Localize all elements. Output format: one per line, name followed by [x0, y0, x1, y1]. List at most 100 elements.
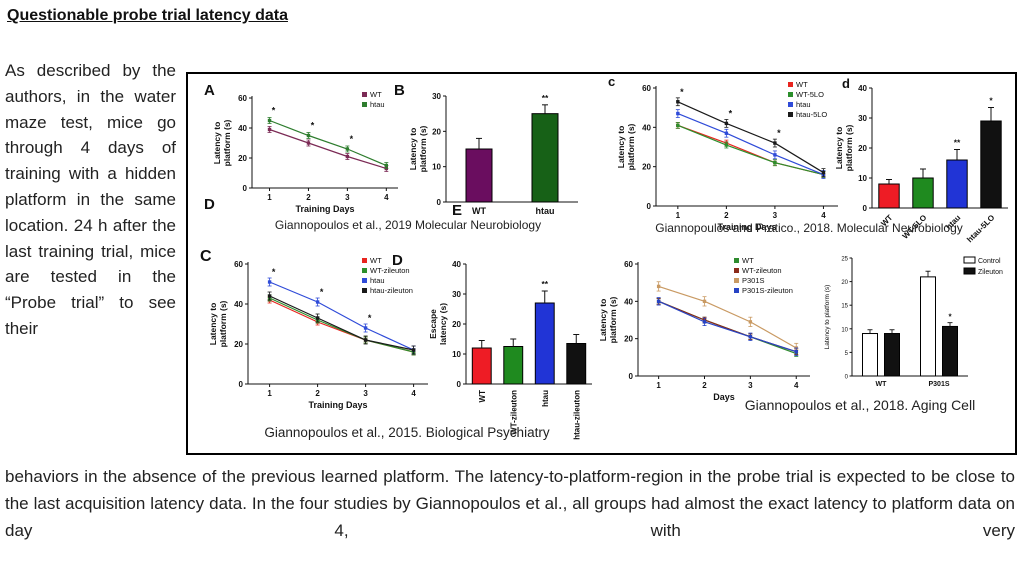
latency-bar-2018-aging-cell-svg: 0 5 10 15 20 25 Latency to platform (s) WT * P301… — [824, 256, 1003, 388]
svg-text:*: * — [777, 128, 781, 138]
svg-text:platform (s): platform (s) — [218, 300, 228, 347]
svg-text:P301S: P301S — [928, 381, 949, 388]
svg-text:platform (s): platform (s) — [608, 296, 618, 343]
svg-text:1: 1 — [267, 389, 272, 398]
svg-text:htau: htau — [536, 206, 555, 216]
latency-bar-chart-aging-cell: 0 5 10 15 20 25 Latency to platform (s) WT * P301… — [822, 250, 1016, 392]
caption-2018-aging-cell: Giannopoulos et al., 2018. Aging Cell — [744, 397, 976, 413]
svg-text:WT: WT — [478, 390, 487, 403]
svg-text:2: 2 — [306, 193, 311, 202]
svg-text:20: 20 — [452, 320, 461, 329]
svg-text:WT: WT — [796, 80, 808, 89]
svg-text:0: 0 — [239, 380, 244, 389]
svg-text:0: 0 — [845, 375, 849, 381]
svg-text:platform (s): platform (s) — [222, 119, 232, 166]
svg-text:20: 20 — [624, 335, 633, 344]
svg-text:25: 25 — [841, 257, 848, 263]
svg-text:*: * — [368, 313, 372, 323]
panel-label-B: B — [394, 82, 405, 99]
svg-text:20: 20 — [858, 144, 867, 153]
svg-text:WT-zileuton: WT-zileuton — [370, 266, 410, 275]
caption-2015-biol-psych: Giannopoulos et al., 2015. Biological Ps… — [264, 425, 550, 440]
panel-label-d-2018: d — [842, 76, 850, 91]
svg-text:**: ** — [542, 93, 549, 103]
svg-text:WT: WT — [472, 206, 486, 216]
latency-line-chart-2015: 0 20 40 60 1 2 3 4 Training Days Latency to platfo… — [208, 252, 440, 414]
svg-text:60: 60 — [234, 260, 243, 269]
svg-text:40: 40 — [238, 124, 247, 133]
svg-text:3: 3 — [748, 381, 753, 390]
svg-text:0: 0 — [629, 372, 634, 381]
escape-latency-bar-chart-2015: 0 10 20 30 40 Escape latency (s) WT WT-zileuton *… — [428, 254, 598, 446]
svg-text:Latency to: Latency to — [208, 303, 218, 346]
latency-line-chart-2018-mol-neuro: 0 20 40 60 1 2 3 4 Training Days Latency to platfo… — [616, 76, 850, 236]
svg-text:WT-zileuton: WT-zileuton — [742, 266, 782, 275]
svg-text:Training Days: Training Days — [295, 204, 354, 214]
svg-text:30: 30 — [452, 290, 461, 299]
svg-text:*: * — [272, 267, 276, 277]
latency-line-2018-mol-neuro-svg: 0 20 40 60 1 2 3 4 Training Days Latency to platfo… — [616, 80, 838, 232]
latency-bar-chart-2019: 0 10 20 30 Latency to platform (s) WT ** htau — [408, 86, 584, 220]
svg-text:40: 40 — [234, 300, 243, 309]
svg-text:60: 60 — [642, 84, 651, 93]
svg-text:3: 3 — [363, 389, 368, 398]
panel-label-C-2015: C — [200, 248, 212, 265]
latency-line-2018-aging-cell-svg: 0 20 40 60 1 2 3 4 Days Latency to platform (s) WTW… — [598, 256, 810, 402]
svg-text:1: 1 — [676, 211, 681, 220]
svg-text:20: 20 — [238, 154, 247, 163]
svg-text:htau: htau — [370, 100, 385, 109]
svg-text:1: 1 — [267, 193, 272, 202]
latency-bar-chart-2018-mol-neuro: 0 10 20 30 40 Latency to platform (s) WT WT-5LO *… — [834, 78, 1014, 248]
svg-text:htau: htau — [370, 276, 385, 285]
svg-text:1: 1 — [656, 381, 661, 390]
svg-text:latency (s): latency (s) — [438, 303, 448, 345]
svg-text:3: 3 — [345, 193, 350, 202]
panel-label-D-2015: D — [392, 252, 403, 269]
svg-text:*: * — [272, 106, 276, 116]
caption-2018-mol-neuro: Giannopoulos and Pratico., 2018. Molecul… — [655, 221, 963, 235]
svg-text:15: 15 — [841, 304, 848, 310]
svg-text:Control: Control — [978, 258, 1001, 265]
caption-2019-mol-neuro: Giannopoulos et al., 2019 Molecular Neur… — [274, 218, 542, 232]
svg-text:*: * — [948, 313, 952, 322]
svg-text:0: 0 — [647, 202, 652, 211]
svg-text:Days: Days — [713, 392, 735, 402]
svg-text:*: * — [680, 87, 684, 97]
svg-text:*: * — [320, 287, 324, 297]
svg-text:0: 0 — [437, 198, 442, 207]
svg-text:40: 40 — [642, 123, 651, 132]
svg-text:htau-5LO: htau-5LO — [796, 110, 827, 119]
svg-text:10: 10 — [858, 174, 867, 183]
svg-text:4: 4 — [384, 193, 389, 202]
svg-text:htau-zileuton: htau-zileuton — [370, 286, 413, 295]
svg-text:htau: htau — [541, 390, 550, 407]
svg-text:**: ** — [541, 279, 548, 289]
svg-text:platform (s): platform (s) — [844, 124, 854, 171]
svg-text:2: 2 — [315, 389, 320, 398]
svg-text:0: 0 — [243, 184, 248, 193]
svg-text:Latency to: Latency to — [598, 299, 608, 342]
svg-text:WT-zileuton: WT-zileuton — [509, 390, 518, 435]
svg-text:3: 3 — [773, 211, 778, 220]
svg-text:30: 30 — [858, 114, 867, 123]
svg-text:20: 20 — [642, 163, 651, 172]
svg-text:Training Days: Training Days — [717, 222, 776, 232]
panel-label-c-2018: c — [608, 74, 616, 89]
svg-text:2: 2 — [724, 211, 729, 220]
svg-text:10: 10 — [452, 350, 461, 359]
svg-text:*: * — [311, 121, 315, 131]
svg-text:30: 30 — [432, 92, 441, 101]
svg-text:platform (s): platform (s) — [626, 123, 636, 170]
latency-line-2019-svg: 0 20 40 60 1 2 3 4 Training Days Latency to platfo… — [212, 90, 398, 214]
svg-text:10: 10 — [432, 163, 441, 172]
svg-text:10: 10 — [841, 327, 848, 333]
left-paragraph: As described by the authors, in the wate… — [5, 61, 176, 338]
page-title: Questionable probe trial latency data — [7, 7, 288, 24]
svg-text:**: ** — [954, 138, 961, 148]
latency-line-chart-2019: 0 20 40 60 1 2 3 4 Training Days Latency to platfo… — [212, 86, 410, 218]
svg-text:Escape: Escape — [428, 309, 438, 339]
svg-text:60: 60 — [238, 94, 247, 103]
panel-label-E-partial: E — [452, 202, 463, 219]
svg-text:Training Days: Training Days — [308, 400, 367, 410]
